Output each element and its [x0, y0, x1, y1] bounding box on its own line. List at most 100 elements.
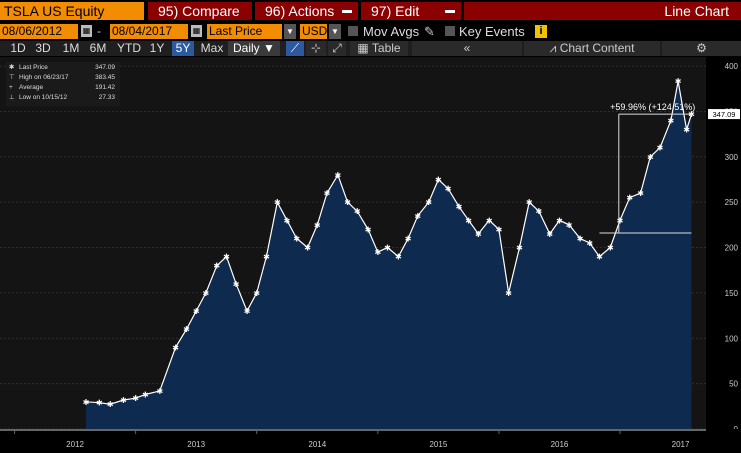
calendar-icon[interactable]: ▦	[81, 25, 92, 37]
table-label: Table	[371, 41, 401, 55]
calendar-icon[interactable]: ▦	[191, 25, 202, 37]
data-point: ✱	[274, 198, 281, 207]
data-point: ✱	[395, 253, 402, 262]
asterisk-icon: ✱	[9, 64, 15, 71]
range-ytd[interactable]: YTD	[117, 41, 141, 55]
data-point: ✱	[577, 234, 584, 243]
range-5y[interactable]: 5Y	[172, 41, 194, 56]
data-point: ✱	[293, 234, 300, 243]
chart-content-button[interactable]: ⩘ Chart Content	[524, 41, 660, 56]
start-date-field[interactable]: 08/06/2012	[0, 24, 78, 39]
price-line	[85, 80, 693, 405]
range-1y[interactable]: 1Y	[149, 41, 165, 55]
line-chart-tool-icon[interactable]: ⟋	[286, 41, 304, 56]
legend-high: ⊤ High on 06/23/17 383.45	[9, 74, 115, 81]
range-1d[interactable]: 1D	[10, 41, 26, 55]
info-icon[interactable]: i	[535, 25, 547, 38]
x-tick-label: 2016	[551, 440, 569, 449]
x-tick-label: 2017	[672, 440, 690, 449]
key-events-label: Key Events	[459, 24, 525, 39]
back-button[interactable]: «	[412, 41, 522, 56]
x-tick-label: 2014	[308, 440, 326, 449]
data-point: ✱	[365, 225, 372, 234]
key-events-checkbox[interactable]	[445, 26, 455, 36]
chart-type-label: Line Chart	[464, 2, 741, 20]
data-point: ✱	[384, 244, 391, 253]
x-tick-label: 2015	[429, 440, 447, 449]
table-icon: ▦	[357, 41, 369, 55]
periodicity-label: Daily	[233, 41, 260, 55]
low-marker-icon: ⊥	[9, 94, 15, 101]
pencil-icon[interactable]: ✎	[424, 24, 435, 39]
currency-select[interactable]: USD	[300, 24, 328, 39]
x-tick-label: 2012	[66, 440, 84, 449]
data-point: ✱	[657, 144, 664, 153]
data-point: ✱	[233, 280, 240, 289]
data-point: ✱	[668, 117, 675, 126]
field-dropdown-icon[interactable]: ▼	[284, 24, 296, 39]
y-tick-label: 150	[725, 289, 739, 298]
data-point: ✱	[414, 212, 421, 221]
data-point: ✱	[626, 194, 633, 203]
data-point: ✱	[637, 189, 644, 198]
table-button[interactable]: ▦ Table	[350, 41, 408, 56]
data-point: ✱	[107, 400, 114, 409]
data-point: ✱	[203, 289, 210, 298]
data-point: ✱	[486, 216, 493, 225]
draw-tool-icon[interactable]: ⤢	[328, 41, 346, 56]
data-point: ✱	[445, 185, 452, 194]
data-point: ✱	[566, 221, 573, 230]
data-point: ✱	[314, 221, 321, 230]
mov-avgs-checkbox[interactable]	[348, 26, 358, 36]
data-point: ✱	[244, 307, 251, 316]
y-tick-label: 100	[725, 334, 739, 343]
range-3d[interactable]: 3D	[35, 41, 51, 55]
data-point: ✱	[596, 253, 603, 262]
actions-label: 96) Actions	[265, 3, 335, 19]
data-point: ✱	[354, 207, 361, 216]
y-tick-label: 200	[725, 244, 739, 253]
data-point: ✱	[335, 171, 342, 180]
actions-menu[interactable]: 96) Actions ▬	[255, 2, 358, 20]
data-point: ✱	[223, 253, 230, 262]
compare-button[interactable]: 95) Compare	[148, 2, 252, 20]
data-point: ✱	[132, 394, 139, 403]
average-marker-icon: +	[9, 84, 13, 91]
data-point: ✱	[675, 77, 682, 86]
x-axis	[0, 429, 741, 453]
last-price-tag	[708, 109, 740, 120]
price-area-fill	[86, 81, 692, 429]
data-point: ✱	[304, 244, 311, 253]
data-point: ✱	[435, 175, 442, 184]
settings-button[interactable]: ⚙	[662, 41, 741, 56]
data-point: ✱	[156, 387, 163, 396]
periodicity-select[interactable]: Daily ▼	[228, 41, 280, 56]
price-chart[interactable]: ✱ ✱ ✱ ✱ ✱ ✱ ✱ ✱ ✱ ✱ ✱ ✱ ✱ ✱ ✱ ✱ ✱ ✱ ✱ ✱ ✱ ✱ ✱ ✱ ✱ ✱ ✱ ✱ ✱ ✱ ✱ ✱ ✱ ✱ ✱ ✱ ✱ ✱ ✱ ✱…	[0, 57, 741, 453]
currency-dropdown-icon[interactable]: ▼	[329, 24, 341, 39]
crosshair-tool-icon[interactable]: ⊹	[306, 41, 326, 56]
edit-dropdown-icon: ▬	[445, 5, 455, 16]
data-point: ✱	[425, 198, 432, 207]
data-point: ✱	[374, 248, 381, 257]
data-point: ✱	[536, 207, 543, 216]
y-tick-label: 300	[725, 153, 739, 162]
chart-content-icon: ⩘	[549, 41, 557, 55]
data-point: ✱	[607, 244, 614, 253]
last-price-tag-label: 347.09	[713, 110, 736, 119]
mov-avgs-label: Mov Avgs	[363, 24, 420, 39]
data-point: ✱	[683, 126, 690, 135]
data-point: ✱	[546, 230, 553, 239]
data-point: ✱	[617, 216, 624, 225]
end-date-field[interactable]: 08/04/2017	[110, 24, 188, 39]
chart-content-label: Chart Content	[559, 41, 635, 55]
edit-menu[interactable]: 97) Edit ▬	[361, 2, 461, 20]
data-point: ✱	[284, 216, 291, 225]
range-6m[interactable]: 6M	[89, 41, 107, 55]
range-max[interactable]: Max	[200, 41, 224, 55]
ticker-field[interactable]: TSLA US Equity	[0, 2, 144, 20]
data-point: ✱	[193, 307, 200, 316]
field-select[interactable]: Last Price	[207, 24, 282, 39]
range-1m[interactable]: 1M	[62, 41, 80, 55]
data-point: ✱	[183, 325, 190, 334]
data-point: ✱	[324, 189, 331, 198]
